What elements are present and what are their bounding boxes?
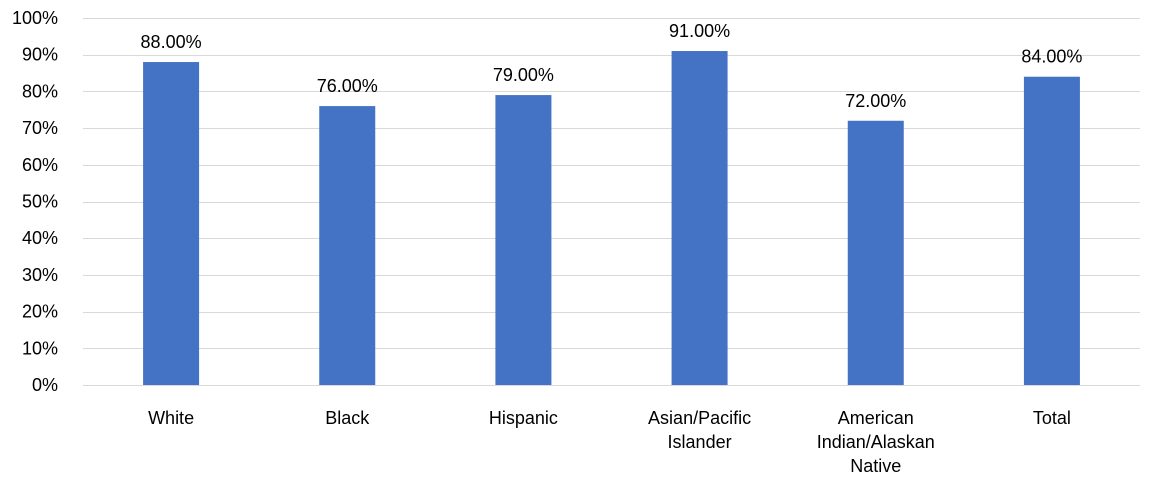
y-axis-tick-labels: 0% 10% 20% 30% 40% 50% 60% 70% 80% 90% 100% [12, 8, 58, 395]
bar [671, 51, 728, 385]
bar [1023, 76, 1080, 385]
x-tick-label-line: Asian/Pacific [648, 408, 751, 428]
bar [495, 95, 552, 385]
y-tick-label: 20% [22, 302, 58, 322]
bar [847, 120, 904, 385]
y-tick-label: 10% [22, 338, 58, 358]
x-tick-label-line: Hispanic [489, 408, 558, 428]
x-axis-category-labels: White Black Hispanic Asian/Pacific IslanderA… [148, 408, 1071, 476]
y-tick-label: 0% [32, 375, 58, 395]
x-tick-label-line: White [148, 408, 194, 428]
y-tick-label: 60% [22, 155, 58, 175]
x-tick-label-line: Total [1033, 408, 1071, 428]
x-tick-label-line: Islander [668, 432, 732, 452]
x-tick-label: White [148, 408, 194, 428]
data-label: 84.00% [1021, 47, 1082, 67]
x-tick-label-line: American [838, 408, 914, 428]
gridlines [83, 18, 1140, 386]
data-label: 72.00% [845, 91, 906, 111]
x-tick-label: Hispanic [489, 408, 558, 428]
bars [143, 51, 1080, 385]
x-tick-label: Black [325, 408, 370, 428]
data-label: 76.00% [317, 76, 378, 96]
x-tick-label: American Indian/Alaskan Native [817, 408, 935, 476]
x-tick-label-line: Black [325, 408, 370, 428]
y-tick-label: 50% [22, 192, 58, 212]
y-tick-label: 30% [22, 265, 58, 285]
y-tick-label: 100% [12, 8, 58, 28]
x-tick-label-line: Native [850, 456, 901, 476]
y-tick-label: 80% [22, 81, 58, 101]
data-labels: 88.00% 76.00% 79.00% 91.00% 72.00% 84.00% [141, 21, 1083, 111]
data-label: 79.00% [493, 65, 554, 85]
y-tick-label: 40% [22, 228, 58, 248]
x-tick-label: Total [1033, 408, 1071, 428]
y-tick-label: 70% [22, 118, 58, 138]
data-label: 91.00% [669, 21, 730, 41]
x-tick-label-line: Indian/Alaskan [817, 432, 935, 452]
y-tick-label: 90% [22, 45, 58, 65]
bar [143, 62, 200, 385]
data-label: 88.00% [141, 32, 202, 52]
bar [319, 106, 376, 385]
x-tick-label: Asian/Pacific Islander [648, 408, 751, 452]
